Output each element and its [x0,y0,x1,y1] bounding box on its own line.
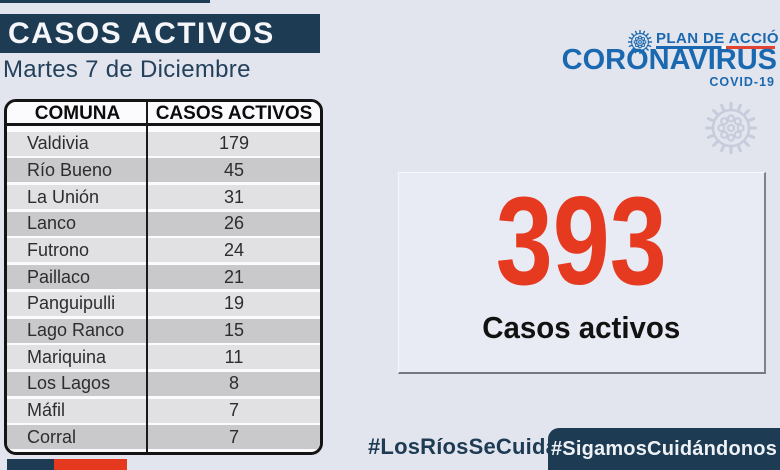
casos-cell: 15 [223,320,245,340]
comuna-cell: Lago Ranco [27,320,125,340]
casos-cell: 7 [228,400,239,421]
casos-cell: 7 [228,426,239,447]
date-subtitle: Martes 7 de Diciembre [3,56,251,83]
column-header-casos: CASOS ACTIVOS [155,103,313,124]
casos-cell: 45 [223,159,245,180]
comuna-cell: La Unión [27,186,100,207]
casos-cell: 26 [223,213,245,234]
flag-bar-red-segment [54,459,127,470]
top-edge-strip [0,0,210,3]
table-row: Máfil 7 [7,398,320,423]
casos-cell: 21 [223,266,245,287]
logo-covid19-text: COVID-19 [709,75,775,89]
casos-cell: 31 [223,186,245,207]
comuna-cell: Corral [27,426,77,447]
casos-cell: 24 [223,239,245,260]
total-cases-card: 393 Casos activos [398,172,766,374]
table-row: Los Lagos 8 [7,371,320,396]
casos-cell: 179 [218,133,250,154]
table-row: Valdivia 179 [7,131,320,156]
comuna-cell: Mariquina [27,346,107,367]
logo-plan-text: PLAN DE ACCIÓN [656,30,780,47]
table-row: Futrono 24 [7,238,320,263]
total-cases-label: Casos activos [482,310,681,345]
table-row: Panguipulli 19 [7,291,320,316]
table-row: Río Bueno 45 [7,158,320,183]
casos-cell: 8 [228,373,239,394]
logo-brand-text: CORONAVIRUS [561,44,777,76]
casos-cell: 11 [224,346,244,367]
government-flag-bar [7,459,127,470]
column-divider [146,102,148,452]
plan-de-accion-coronavirus-logo: PLAN DE ACCIÓN CORONAVIRUS COVID-19 [560,25,780,91]
table-body: Valdivia 179 Río Bueno 45 La Unión 31 La… [7,129,320,452]
total-cases-number: 393 [495,172,668,311]
table-row: Corral 7 [7,425,320,450]
comuna-cell: Paillaco [27,266,91,287]
comuna-cell: Panguipulli [27,293,116,314]
table-row: La Unión 31 [7,185,320,210]
table-row: Mariquina 11 [7,345,320,370]
cases-table: COMUNA CASOS ACTIVOS Valdivia 179 Río Bu… [4,99,323,455]
column-header-comuna: COMUNA [34,103,121,124]
comuna-cell: Lanco [27,213,77,234]
table-row: Lago Ranco 15 [7,318,320,343]
page-title: CASOS ACTIVOS [0,14,320,53]
hashtag-losrios: #LosRíosSeCuida [368,434,559,459]
table-row: Lanco 26 [7,211,320,236]
casos-cell: 19 [223,293,245,314]
comuna-cell: Río Bueno [27,159,113,180]
virus-watermark-icon [701,98,761,158]
table-row: Paillaco 21 [7,265,320,290]
comuna-cell: Valdivia [27,133,89,154]
comuna-cell: Los Lagos [27,373,111,394]
comuna-cell: Máfil [27,400,66,421]
hashtag-sigamos-text: #SigamosCuidándonos [550,437,778,460]
flag-bar-navy-segment [7,459,54,470]
comuna-cell: Futrono [27,239,90,260]
hashtag-sigamos-box: #SigamosCuidándonos [548,428,780,470]
table-header: COMUNA CASOS ACTIVOS [7,102,320,126]
chile-flag-underline [656,46,775,49]
